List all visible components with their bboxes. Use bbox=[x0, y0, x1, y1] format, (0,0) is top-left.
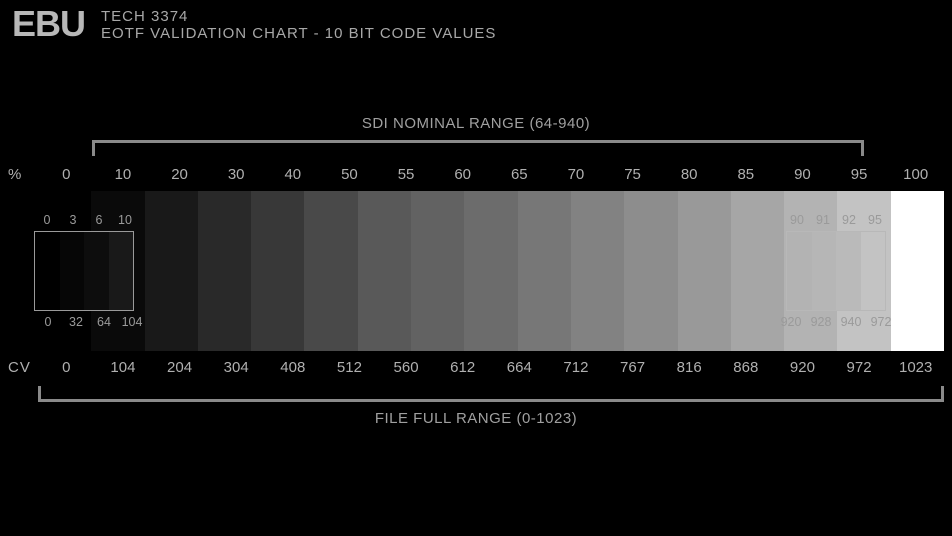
subpatch-label: 92 bbox=[836, 213, 862, 227]
subpatch-right-bottom-labels: 920928940972 bbox=[776, 315, 896, 329]
subpatch-label: 0 bbox=[34, 315, 62, 329]
subpatch-step bbox=[84, 232, 109, 310]
full-bracket-tick-right bbox=[941, 386, 944, 402]
subpatch-label: 0 bbox=[34, 213, 60, 227]
pct-value: 40 bbox=[265, 166, 322, 183]
subpatch-label: 3 bbox=[60, 213, 86, 227]
sdi-bracket-tick-left bbox=[92, 140, 95, 156]
cv-value: 712 bbox=[548, 359, 605, 376]
subpatch-step bbox=[861, 232, 886, 310]
ramp-area: 03610 03264104 90919295 920928940972 bbox=[38, 191, 944, 351]
subpatch-label: 32 bbox=[62, 315, 90, 329]
pct-value: 75 bbox=[604, 166, 661, 183]
cv-value: 512 bbox=[321, 359, 378, 376]
full-bracket-line bbox=[38, 399, 944, 402]
subpatch-label: 104 bbox=[118, 315, 146, 329]
subpatch-label: 972 bbox=[866, 315, 896, 329]
subpatch-high bbox=[786, 231, 886, 311]
ramp-step bbox=[145, 191, 198, 351]
subpatch-label: 928 bbox=[806, 315, 836, 329]
ramp-step bbox=[411, 191, 464, 351]
subpatch-step bbox=[836, 232, 861, 310]
cv-values: 0104204304408512560612664712767816868920… bbox=[38, 359, 944, 376]
subpatch-label: 10 bbox=[112, 213, 138, 227]
ramp-step bbox=[464, 191, 517, 351]
percent-values: 01020304050556065707580859095100 bbox=[38, 166, 944, 183]
ramp-step bbox=[624, 191, 677, 351]
cv-value: 560 bbox=[378, 359, 435, 376]
pct-value: 85 bbox=[718, 166, 775, 183]
cv-prefix: CV bbox=[8, 359, 38, 376]
subpatch-right-top-labels: 90919295 bbox=[784, 213, 888, 227]
pct-value: 95 bbox=[831, 166, 888, 183]
sdi-bracket-line bbox=[92, 140, 864, 143]
tech-number: TECH 3374 bbox=[101, 8, 496, 25]
pct-value: 100 bbox=[887, 166, 944, 183]
code-value-row: CV 0104204304408512560612664712767816868… bbox=[8, 359, 944, 376]
cv-value: 408 bbox=[265, 359, 322, 376]
ramp-step bbox=[891, 191, 944, 351]
cv-value: 104 bbox=[95, 359, 152, 376]
pct-value: 60 bbox=[434, 166, 491, 183]
ebu-logo: EBU bbox=[12, 6, 85, 42]
subpatch-left-bottom-labels: 03264104 bbox=[34, 315, 146, 329]
pct-value: 30 bbox=[208, 166, 265, 183]
chart-title: EOTF VALIDATION CHART - 10 BIT CODE VALU… bbox=[101, 25, 496, 42]
title-block: TECH 3374 EOTF VALIDATION CHART - 10 BIT… bbox=[101, 6, 496, 42]
pct-value: 55 bbox=[378, 166, 435, 183]
cv-value: 664 bbox=[491, 359, 548, 376]
pct-value: 0 bbox=[38, 166, 95, 183]
pct-value: 50 bbox=[321, 166, 378, 183]
cv-value: 1023 bbox=[887, 359, 944, 376]
pct-value: 90 bbox=[774, 166, 831, 183]
sdi-bracket bbox=[8, 140, 944, 160]
sdi-range-label: SDI NOMINAL RANGE (64-940) bbox=[8, 115, 944, 132]
subpatch-label: 920 bbox=[776, 315, 806, 329]
subpatch-label: 6 bbox=[86, 213, 112, 227]
subpatch-label: 91 bbox=[810, 213, 836, 227]
cv-value: 304 bbox=[208, 359, 265, 376]
cv-value: 767 bbox=[604, 359, 661, 376]
ramp-step bbox=[358, 191, 411, 351]
sdi-bracket-tick-right bbox=[861, 140, 864, 156]
subpatch-step bbox=[60, 232, 85, 310]
full-range-bracket bbox=[8, 382, 944, 402]
eotf-chart: SDI NOMINAL RANGE (64-940) % 01020304050… bbox=[8, 115, 944, 427]
pct-value: 80 bbox=[661, 166, 718, 183]
subpatch-left-top-labels: 03610 bbox=[34, 213, 138, 227]
subpatch-label: 95 bbox=[862, 213, 888, 227]
subpatch-label: 90 bbox=[784, 213, 810, 227]
cv-value: 0 bbox=[38, 359, 95, 376]
subpatch-step bbox=[35, 232, 60, 310]
pct-value: 20 bbox=[151, 166, 208, 183]
ramp-step bbox=[571, 191, 624, 351]
subpatch-step bbox=[787, 232, 812, 310]
cv-value: 868 bbox=[718, 359, 775, 376]
subpatch-low bbox=[34, 231, 134, 311]
ramp-step bbox=[251, 191, 304, 351]
ramp-step bbox=[678, 191, 731, 351]
ramp-step bbox=[304, 191, 357, 351]
pct-value: 10 bbox=[95, 166, 152, 183]
full-range-label: FILE FULL RANGE (0-1023) bbox=[8, 410, 944, 427]
cv-value: 920 bbox=[774, 359, 831, 376]
cv-value: 204 bbox=[151, 359, 208, 376]
percent-row: % 01020304050556065707580859095100 bbox=[8, 166, 944, 183]
cv-value: 816 bbox=[661, 359, 718, 376]
cv-value: 972 bbox=[831, 359, 888, 376]
ramp-step bbox=[198, 191, 251, 351]
header: EBU TECH 3374 EOTF VALIDATION CHART - 10… bbox=[12, 6, 496, 42]
full-bracket-tick-left bbox=[38, 386, 41, 402]
pct-value: 65 bbox=[491, 166, 548, 183]
percent-prefix: % bbox=[8, 166, 38, 183]
subpatch-label: 64 bbox=[90, 315, 118, 329]
subpatch-label: 940 bbox=[836, 315, 866, 329]
subpatch-step bbox=[109, 232, 134, 310]
ramp-step bbox=[518, 191, 571, 351]
pct-value: 70 bbox=[548, 166, 605, 183]
cv-value: 612 bbox=[434, 359, 491, 376]
subpatch-step bbox=[812, 232, 837, 310]
